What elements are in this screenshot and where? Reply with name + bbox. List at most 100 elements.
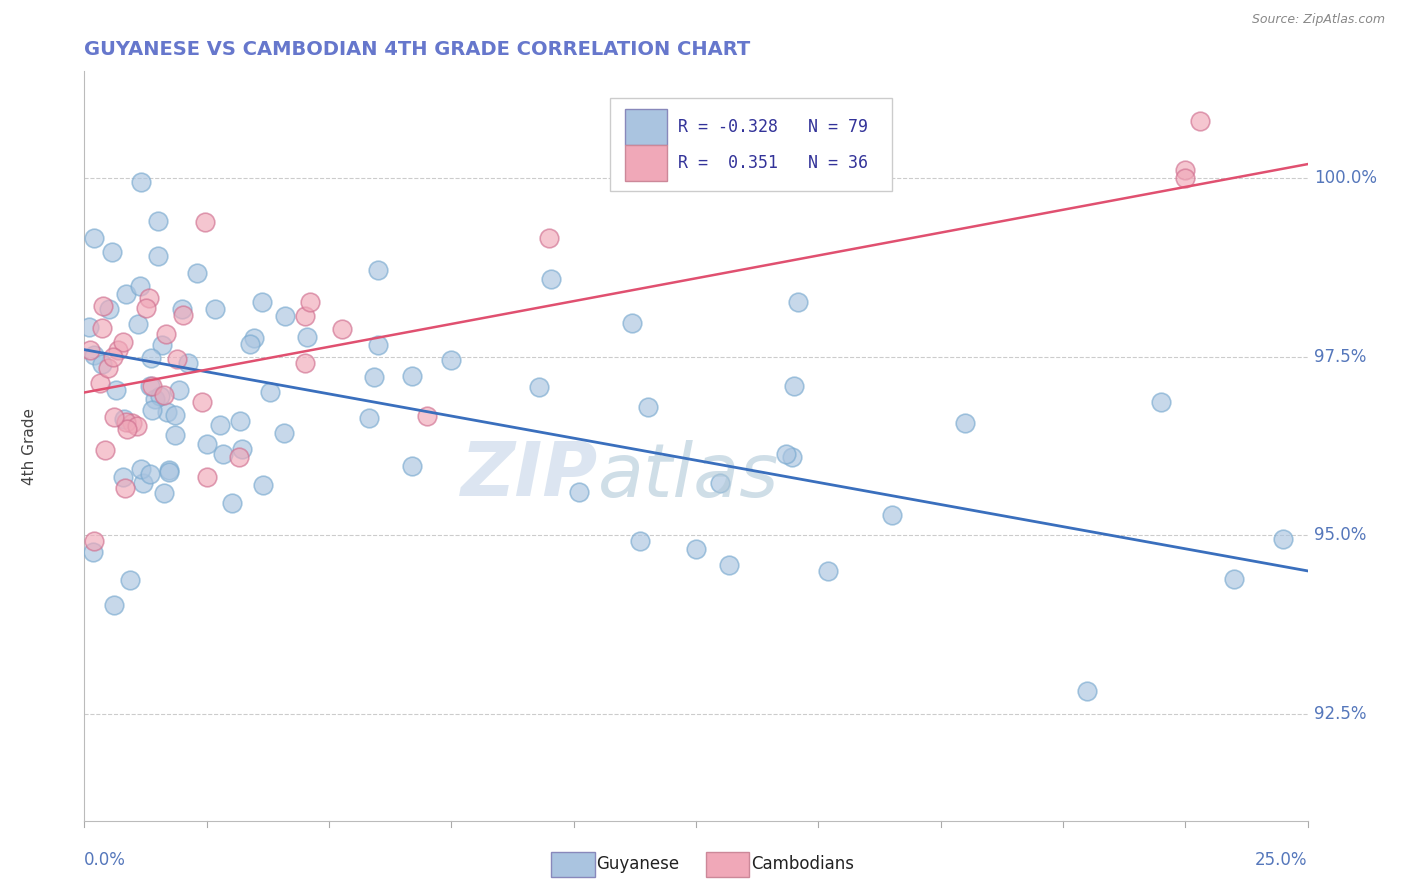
Point [330,322,353,336]
Point [621,316,644,330]
Point [97,361,120,376]
Point [540,272,562,286]
Point [101,351,124,365]
Text: R = -0.328   N = 79: R = -0.328 N = 79 [678,118,868,136]
Point [197,437,219,451]
Text: Cambodians: Cambodians [751,855,853,873]
Point [103,598,125,612]
Point [1174,171,1197,186]
Text: 25.0%: 25.0% [1256,851,1308,869]
Point [152,485,174,500]
Point [231,442,253,456]
Point [252,477,274,491]
Point [1223,572,1246,586]
Text: ZIP: ZIP [461,440,598,513]
FancyBboxPatch shape [626,109,666,145]
Point [243,331,266,345]
Point [101,244,124,259]
Point [148,388,170,402]
Point [401,458,423,473]
Point [141,379,163,393]
Text: Guyanese: Guyanese [596,855,679,873]
Point [273,426,295,441]
Point [172,308,194,322]
Point [111,470,134,484]
Point [208,417,231,432]
Point [568,484,591,499]
Point [103,409,125,424]
Point [156,405,179,419]
Point [298,294,321,309]
Point [229,414,252,428]
Point [440,352,463,367]
Point [718,558,741,572]
Point [637,400,659,414]
Point [228,450,250,465]
Point [1188,114,1211,128]
Point [1272,532,1295,546]
Point [150,338,173,352]
Point [129,462,152,476]
Point [120,573,142,587]
Point [775,447,797,461]
Text: atlas: atlas [598,440,779,512]
Point [880,508,903,523]
Point [83,230,105,244]
Point [1174,162,1197,177]
Point [780,450,803,465]
Point [194,214,217,228]
Point [167,384,190,398]
Point [709,476,731,491]
Point [135,301,157,315]
Point [817,564,839,578]
Point [138,291,160,305]
Point [115,287,138,301]
Point [115,422,138,436]
Point [170,301,193,316]
Point [93,442,115,457]
Point [163,409,186,423]
Point [685,542,707,557]
Point [163,427,186,442]
Point [221,496,243,510]
Point [294,309,316,323]
Point [153,388,176,402]
Point [259,385,281,400]
Point [1150,395,1173,409]
Point [132,475,155,490]
Point [294,356,316,370]
Text: 100.0%: 100.0% [1313,169,1376,187]
Point [359,410,381,425]
Point [401,369,423,384]
Text: R =  0.351   N = 36: R = 0.351 N = 36 [678,153,868,172]
Point [115,415,138,429]
Point [363,369,385,384]
Point [143,392,166,406]
FancyBboxPatch shape [610,97,891,191]
Point [111,334,134,349]
Point [112,412,135,426]
FancyBboxPatch shape [626,145,666,181]
Point [186,266,208,280]
Point [157,463,180,477]
Point [82,545,104,559]
Point [204,301,226,316]
Point [783,379,806,393]
Point [252,294,274,309]
Point [77,320,100,334]
Text: Source: ZipAtlas.com: Source: ZipAtlas.com [1251,13,1385,27]
Point [191,395,214,409]
Point [141,403,163,417]
Point [239,337,262,351]
Text: 92.5%: 92.5% [1313,705,1367,723]
Point [83,348,105,362]
Point [90,357,112,371]
Point [83,534,105,549]
Point [195,469,218,483]
Point [628,534,651,549]
Point [91,299,114,313]
Point [139,379,162,393]
Point [367,262,389,277]
Text: 95.0%: 95.0% [1313,526,1367,544]
Text: 0.0%: 0.0% [84,851,127,869]
